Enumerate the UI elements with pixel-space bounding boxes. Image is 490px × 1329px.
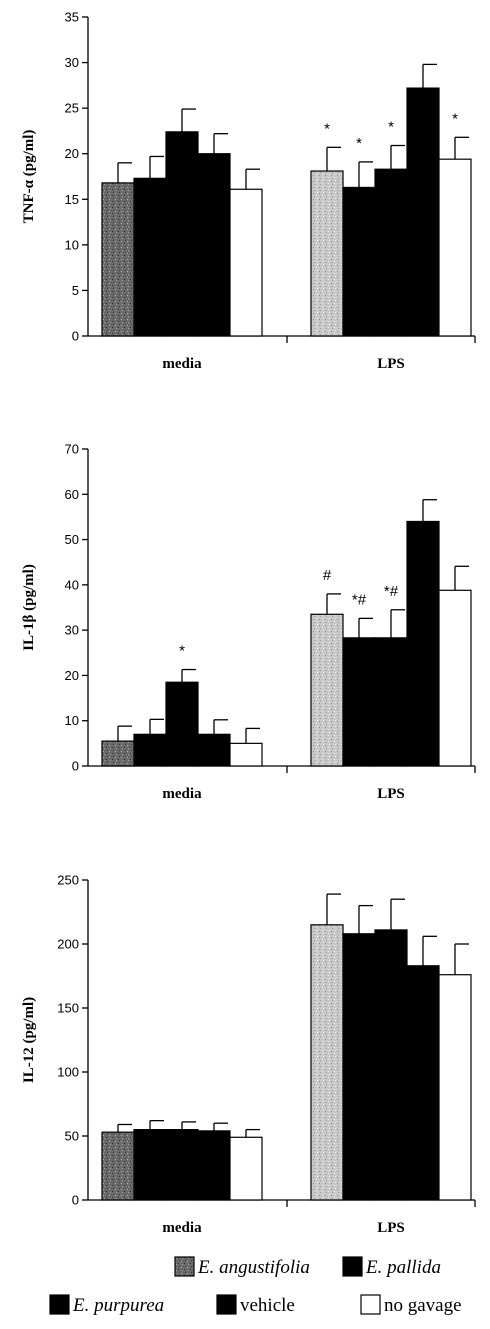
- category-label: media: [162, 356, 202, 372]
- bar: [406, 520, 440, 767]
- legend: E. angustifolia E. pallida E. purpurea vehi…: [49, 1256, 462, 1316]
- y-tick-label: 0: [72, 329, 79, 344]
- legend-label: E. angustifolia: [197, 1257, 310, 1278]
- y-tick-label: 10: [65, 713, 79, 728]
- legend-label: no gavage: [384, 1295, 462, 1316]
- y-tick-label: 25: [65, 101, 79, 116]
- y-axis-label: IL-12 (pg/ml): [21, 997, 37, 1083]
- bar: [133, 733, 167, 767]
- bar: [165, 681, 199, 767]
- bar: [197, 1130, 231, 1201]
- category-label: media: [162, 786, 202, 802]
- category-label: LPS: [377, 786, 405, 802]
- bar: [342, 933, 376, 1201]
- bar: [310, 170, 344, 337]
- bar: [101, 182, 135, 337]
- bar: [229, 1136, 263, 1201]
- legend-swatch: [216, 1294, 237, 1315]
- y-tick-label: 10: [65, 237, 79, 252]
- bar: [101, 1131, 135, 1201]
- y-tick-label: 50: [65, 532, 79, 547]
- bar: [438, 589, 472, 767]
- chart-panel-3: 0 50 100 150 200 250 IL-12 (pg/ml) media LPS: [21, 873, 476, 1236]
- bar: [165, 1128, 199, 1201]
- bar: [438, 158, 472, 337]
- significance-marker: *: [179, 643, 185, 660]
- y-tick-label: 0: [72, 759, 79, 774]
- legend-swatch: [49, 1294, 70, 1315]
- y-tick-label: 30: [65, 55, 79, 70]
- bar: [165, 131, 199, 337]
- y-tick-label: 200: [57, 937, 79, 952]
- bar: [374, 929, 408, 1201]
- bar: [133, 1128, 167, 1201]
- legend-swatch: [342, 1256, 363, 1277]
- bar: [342, 186, 376, 337]
- bar: [374, 637, 408, 767]
- significance-marker: *: [356, 135, 362, 152]
- significance-marker: *: [324, 120, 330, 137]
- bar: [342, 637, 376, 767]
- y-tick-label: 150: [57, 1001, 79, 1016]
- legend-swatch: [174, 1256, 195, 1277]
- bar: [310, 924, 344, 1201]
- bar: [406, 87, 440, 337]
- bar: [310, 613, 344, 767]
- significance-marker: *: [388, 119, 394, 136]
- bar: [101, 740, 135, 767]
- legend-swatch: [360, 1294, 381, 1315]
- bar: [197, 733, 231, 767]
- y-tick-label: 30: [65, 623, 79, 638]
- y-axis-label: TNF-α (pg/ml): [21, 130, 37, 224]
- legend-label: E. purpurea: [72, 1295, 164, 1316]
- y-tick-label: 250: [57, 873, 79, 888]
- y-tick-label: 15: [65, 192, 79, 207]
- y-tick-label: 40: [65, 577, 79, 592]
- category-label: media: [162, 1220, 202, 1236]
- y-tick-label: 60: [65, 487, 79, 502]
- bar: [374, 168, 408, 337]
- chart-panel-1: 0 5 10 15 20 25 30 35 TNF-α (pg/ml) media LPS * * * *: [21, 10, 476, 372]
- significance-marker: *: [452, 110, 458, 127]
- legend-label: E. pallida: [365, 1257, 441, 1278]
- significance-marker: *#: [384, 583, 399, 600]
- bar: [438, 974, 472, 1201]
- y-tick-label: 70: [65, 442, 79, 457]
- significance-marker: #: [323, 567, 332, 584]
- significance-marker: *#: [352, 591, 367, 608]
- y-tick-label: 20: [65, 668, 79, 683]
- legend-label: vehicle: [240, 1295, 295, 1316]
- bar: [229, 188, 263, 337]
- y-tick-label: 35: [65, 10, 79, 25]
- category-label: LPS: [377, 1220, 405, 1236]
- y-tick-label: 5: [72, 283, 79, 298]
- y-tick-label: 0: [72, 1193, 79, 1208]
- y-axis-label: IL-1β (pg/ml): [21, 564, 37, 651]
- bar: [197, 153, 231, 337]
- y-tick-label: 20: [65, 146, 79, 161]
- bar: [406, 965, 440, 1201]
- bar: [229, 742, 263, 767]
- category-label: LPS: [377, 356, 405, 372]
- y-tick-label: 100: [57, 1065, 79, 1080]
- bar: [133, 177, 167, 337]
- y-tick-label: 50: [65, 1129, 79, 1144]
